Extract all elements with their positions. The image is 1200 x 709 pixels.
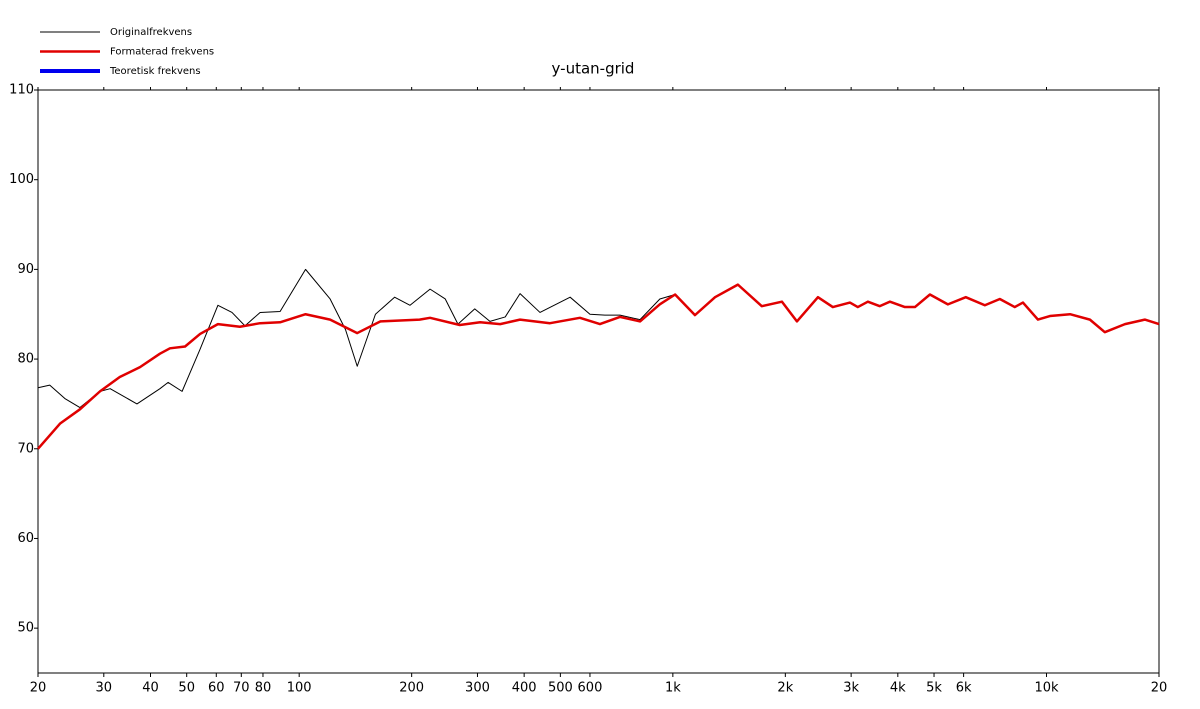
x-tick-label: 6k [956, 681, 972, 696]
x-tick-label: 20 [30, 681, 47, 696]
x-tick-label: 5k [926, 681, 942, 696]
x-tick-label: 200 [399, 681, 424, 696]
y-tick-label: 80 [17, 352, 34, 367]
chart-title: y-utan-grid [552, 60, 635, 78]
series-line [37, 283, 1160, 450]
x-tick-label: 2k [777, 681, 793, 696]
y-tick-label: 50 [17, 621, 34, 636]
x-tick-label: 3k [843, 681, 859, 696]
x-tick-label: 50 [178, 681, 195, 696]
x-tick-label: 1k [665, 681, 681, 696]
x-tick-label: 400 [512, 681, 537, 696]
x-tick-label: 300 [465, 681, 490, 696]
y-tick-label: 60 [17, 531, 34, 546]
legend-label: Teoretisk frekvens [109, 66, 201, 77]
x-tick-label: 600 [578, 681, 603, 696]
x-tick-label: 30 [96, 681, 113, 696]
plot-frame [37, 89, 1160, 674]
x-tick-label: 20 [1151, 681, 1168, 696]
legend-label: Formaterad frekvens [110, 47, 214, 58]
legend-label: Originalfrekvens [110, 27, 192, 38]
x-tick-label: 500 [548, 681, 573, 696]
x-tick-label: 100 [287, 681, 312, 696]
series-line [37, 268, 1160, 409]
y-tick-label: 110 [9, 83, 34, 98]
x-tick-label: 70 [233, 681, 250, 696]
x-tick-label: 80 [255, 681, 272, 696]
legend: Originalfrekvens Formaterad frekvens Teore… [40, 27, 214, 77]
x-tick-label: 10k [1034, 681, 1059, 696]
y-tick-label: 70 [17, 441, 34, 456]
y-tick-label: 90 [17, 262, 34, 277]
x-tick-label: 40 [142, 681, 159, 696]
x-tick-label: 60 [208, 681, 225, 696]
x-tick-label: 4k [890, 681, 906, 696]
y-tick-label: 100 [9, 172, 34, 187]
